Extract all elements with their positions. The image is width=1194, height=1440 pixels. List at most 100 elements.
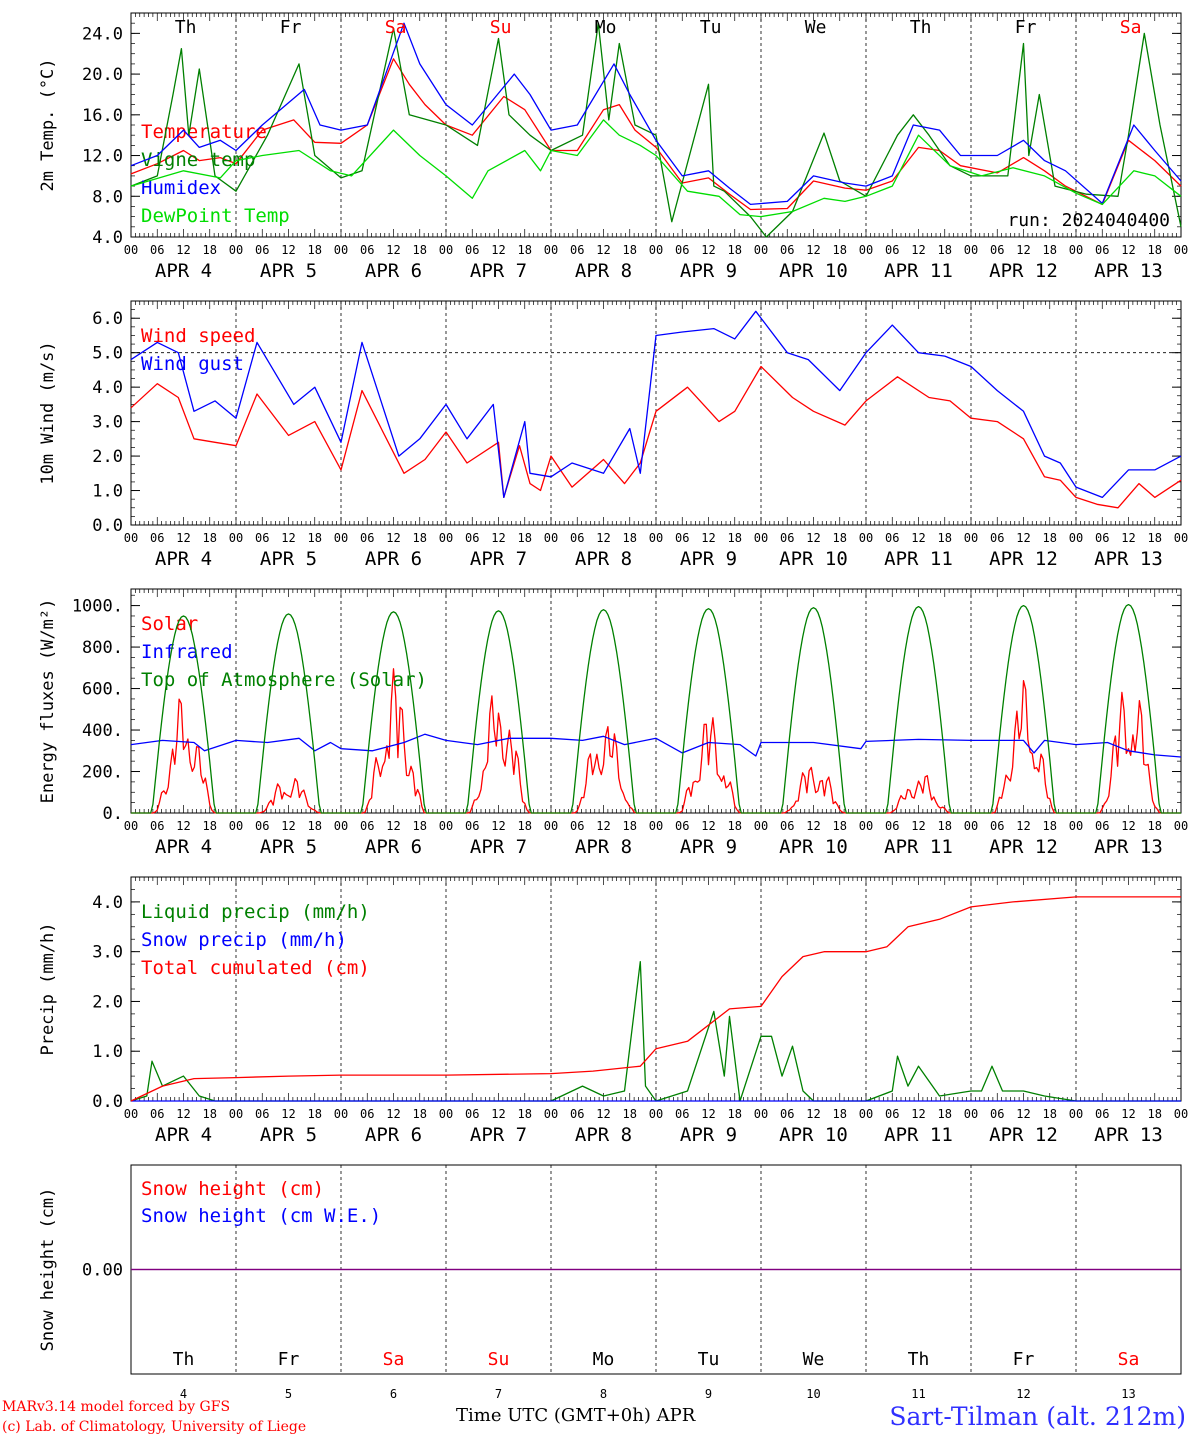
- y-tick-label: 12.0: [82, 147, 123, 167]
- panel-2: 0.0 1.0 2.0 3.0 4.0 5.0 6.0 10m Wind (m/s) Wind …: [38, 300, 1188, 570]
- hour-tick-label: 12: [806, 243, 820, 257]
- y-tick-label: 0.: [103, 804, 123, 824]
- hour-tick-label: 06: [675, 819, 689, 833]
- hour-tick-label: 18: [203, 243, 217, 257]
- hour-tick-label: 18: [623, 819, 637, 833]
- y-tick-label: 0.0: [92, 1092, 123, 1112]
- hour-tick-label: 18: [938, 1107, 952, 1121]
- y-axis-label: 2m Temp. (°C): [38, 58, 58, 191]
- hour-tick-label: 12: [386, 531, 400, 545]
- hour-tick-label: 06: [150, 1107, 164, 1121]
- weekday-label: Fr: [278, 1349, 300, 1370]
- day-number-label: 9: [705, 1387, 712, 1401]
- hour-tick-label: 00: [754, 1107, 768, 1121]
- hour-tick-label: 12: [701, 819, 715, 833]
- y-tick-label: 4.0: [92, 893, 123, 913]
- date-label: APR 5: [260, 548, 317, 570]
- legend-entry: Snow precip (mm/h): [141, 929, 347, 951]
- x-axis-title: Time UTC (GMT+0h): [456, 1405, 657, 1426]
- hour-tick-label: 00: [544, 1107, 558, 1121]
- hour-tick-label: 12: [701, 243, 715, 257]
- hour-tick-label: 06: [885, 531, 899, 545]
- weekday-label: We: [805, 17, 827, 38]
- hour-tick-label: 12: [1016, 531, 1030, 545]
- hour-tick-label: 00: [859, 1107, 873, 1121]
- hour-tick-label: 00: [334, 531, 348, 545]
- hour-tick-label: 06: [255, 1107, 269, 1121]
- hour-tick-label: 06: [150, 243, 164, 257]
- date-label: APR 6: [365, 1124, 422, 1146]
- hour-tick-label: 12: [911, 819, 925, 833]
- hour-tick-label: 12: [911, 1107, 925, 1121]
- panel-5: 0.00 Snow height (cm) Snow height (cm) Snow…: [38, 1164, 1182, 1401]
- series-line: [130, 58, 1182, 211]
- day-number-label: 4: [180, 1387, 187, 1401]
- x-axis-month: APR: [656, 1405, 696, 1426]
- date-label: APR 9: [680, 260, 737, 282]
- hour-tick-label: 06: [570, 819, 584, 833]
- date-label: APR 8: [575, 260, 632, 282]
- date-label: APR 13: [1094, 548, 1163, 570]
- hour-tick-label: 12: [1121, 243, 1135, 257]
- legend-entry: Vigne temp: [141, 149, 255, 171]
- hour-tick-label: 00: [334, 243, 348, 257]
- hour-tick-label: 00: [1069, 819, 1083, 833]
- hour-tick-label: 18: [938, 531, 952, 545]
- weekday-label: Tu: [698, 1349, 720, 1370]
- hour-tick-label: 18: [308, 531, 322, 545]
- weekday-label: We: [803, 1349, 825, 1370]
- hour-tick-label: 06: [570, 243, 584, 257]
- hour-tick-label: 00: [1069, 243, 1083, 257]
- model-credit: MARv3.14 model forced by GFS: [2, 1399, 231, 1415]
- weekday-label: Sa: [385, 17, 407, 38]
- weekday-label: Fr: [1013, 1349, 1035, 1370]
- legend-entry: Wind gust: [141, 353, 244, 375]
- weekday-label: Sa: [383, 1349, 405, 1370]
- hour-tick-label: 12: [596, 243, 610, 257]
- series-line: [130, 22, 1182, 206]
- date-label: APR 13: [1094, 1124, 1163, 1146]
- station-name: Sart-Tilman (alt. 212m): [889, 1402, 1186, 1431]
- y-tick-label: 6.0: [92, 309, 123, 329]
- x-axis-label: Time UTC (GMT+0h) APR: [456, 1405, 695, 1426]
- hour-tick-label: 00: [859, 243, 873, 257]
- y-tick-label: 400.: [82, 721, 123, 741]
- date-label: APR 6: [365, 548, 422, 570]
- y-tick-label: 3.0: [92, 943, 123, 963]
- panel-3: 0. 200. 400. 600. 800. 1000. Energy fluxes (W/…: [38, 588, 1188, 858]
- weekday-label: Th: [173, 1349, 195, 1370]
- hour-tick-label: 00: [754, 243, 768, 257]
- hour-tick-label: 18: [833, 531, 847, 545]
- hour-tick-label: 12: [596, 531, 610, 545]
- hour-tick-label: 18: [1043, 819, 1057, 833]
- date-label: APR 4: [155, 836, 212, 858]
- hour-tick-label: 06: [360, 1107, 374, 1121]
- hour-tick-label: 18: [308, 243, 322, 257]
- series-line: [130, 365, 1182, 509]
- hour-tick-label: 00: [1174, 531, 1188, 545]
- y-tick-label: 2.0: [92, 992, 123, 1012]
- date-label: APR 4: [155, 260, 212, 282]
- legend-entry: Infrared: [141, 641, 233, 663]
- date-label: APR 10: [779, 836, 848, 858]
- hour-tick-label: 12: [1016, 819, 1030, 833]
- series-line: [130, 960, 1181, 1102]
- hour-tick-label: 18: [728, 819, 742, 833]
- day-number-label: 13: [1121, 1387, 1135, 1401]
- date-label: APR 11: [884, 260, 953, 282]
- hour-tick-label: 06: [990, 243, 1004, 257]
- date-label: APR 7: [470, 548, 527, 570]
- hour-tick-label: 18: [413, 243, 427, 257]
- hour-tick-label: 06: [1095, 243, 1109, 257]
- hour-tick-label: 06: [675, 243, 689, 257]
- y-tick-label: 600.: [82, 680, 123, 700]
- date-label: APR 7: [470, 836, 527, 858]
- date-label: APR 10: [779, 260, 848, 282]
- hour-tick-label: 12: [281, 1107, 295, 1121]
- hour-tick-label: 00: [439, 531, 453, 545]
- date-label: APR 11: [884, 836, 953, 858]
- y-tick-label: 24.0: [82, 24, 123, 44]
- y-tick-label: 8.0: [92, 187, 123, 207]
- hour-tick-label: 12: [596, 1107, 610, 1121]
- weekday-label: Fr: [1015, 17, 1037, 38]
